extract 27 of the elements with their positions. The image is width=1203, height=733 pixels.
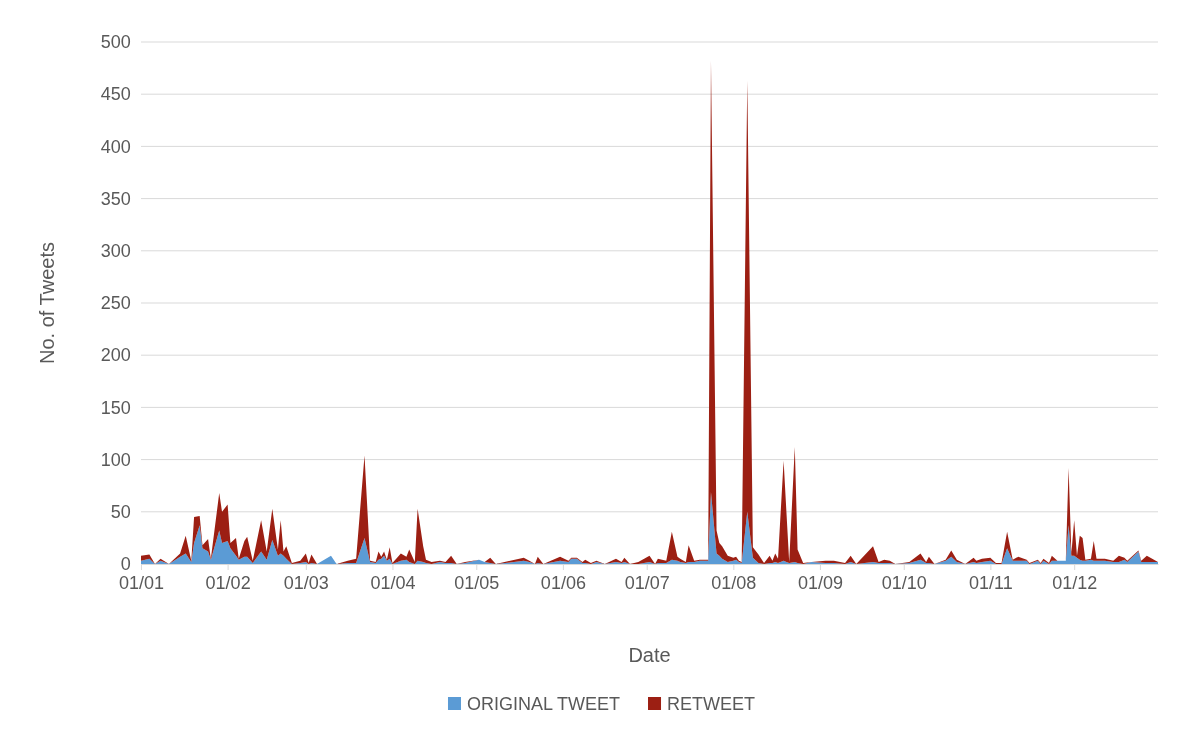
x-tick-label: 01/08	[711, 573, 757, 594]
x-tick-label: 01/11	[969, 573, 1013, 594]
x-tick-label: 01/01	[118, 573, 165, 594]
x-tick-label: 01/09	[797, 573, 843, 594]
x-tick-label: 01/04	[370, 573, 416, 594]
y-tick-label: 150	[100, 397, 131, 418]
y-tick-label: 350	[100, 188, 131, 209]
x-tick-label: 01/10	[881, 573, 927, 594]
y-tick-label: 500	[100, 32, 131, 53]
x-tick-label: 01/05	[454, 573, 500, 594]
y-tick-label: 450	[100, 84, 131, 105]
y-tick-label: 300	[100, 241, 131, 262]
legend-label: ORIGINAL TWEET	[466, 694, 621, 715]
x-tick-label: 01/07	[624, 573, 670, 594]
y-tick-label: 200	[100, 345, 131, 366]
y-tick-label: 0	[120, 554, 131, 575]
x-tick-label: 01/06	[540, 573, 586, 594]
y-tick-label: 100	[100, 449, 131, 470]
y-tick-label: 50	[110, 502, 131, 523]
x-axis-title: Date	[628, 644, 671, 666]
x-tick-label: 01/03	[283, 573, 329, 594]
legend-label: RETWEET	[667, 694, 756, 715]
y-axis-title: No. of Tweets	[36, 242, 58, 364]
x-tick-label: 01/02	[205, 573, 251, 594]
y-tick-label: 400	[100, 136, 131, 157]
y-tick-label: 250	[100, 293, 131, 314]
x-tick-label: 01/12	[1052, 573, 1098, 594]
